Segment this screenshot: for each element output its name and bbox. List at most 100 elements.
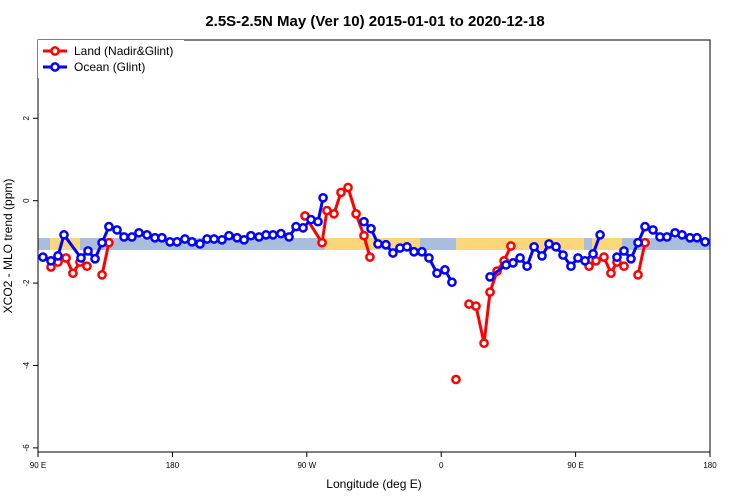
data-point — [284, 232, 294, 242]
data-point — [471, 301, 481, 312]
chart-title: 2.5S-2.5N May (Ver 10) 2015-01-01 to 202… — [205, 13, 544, 30]
data-point — [38, 252, 48, 262]
data-point — [224, 230, 234, 241]
data-point — [381, 239, 391, 250]
y-tick-label: -6 — [22, 444, 31, 452]
data-point — [104, 221, 114, 232]
x-tick-label: 180 — [166, 461, 180, 470]
band-land — [456, 238, 584, 250]
data-point — [633, 237, 643, 248]
data-point — [97, 269, 107, 280]
data-point — [195, 239, 205, 249]
x-tick-label: 0 — [439, 461, 444, 470]
x-tick-label: 90 E — [567, 461, 583, 470]
data-point — [83, 246, 93, 256]
data-point — [53, 251, 63, 261]
data-point — [366, 223, 376, 234]
data-point — [134, 227, 144, 238]
data-point — [633, 269, 643, 280]
data-point — [700, 237, 710, 247]
data-point — [217, 234, 227, 245]
data-point — [172, 237, 182, 247]
data-point — [68, 268, 78, 279]
data-point — [76, 253, 86, 263]
legend-label: Land (Nadir&Glint) — [74, 44, 173, 58]
data-point — [351, 209, 361, 219]
y-axis-label: XCO2 - MLO trend (ppm) — [1, 179, 15, 314]
y-tick-label: 0 — [22, 198, 31, 203]
data-point — [90, 253, 100, 264]
data-point — [209, 234, 219, 244]
data-point — [82, 261, 92, 272]
data-point — [588, 248, 598, 259]
data-point — [619, 246, 629, 256]
data-point — [580, 255, 590, 266]
data-point — [606, 268, 616, 279]
data-point — [440, 265, 450, 275]
data-point — [239, 234, 249, 245]
data-point — [662, 232, 672, 242]
data-point — [432, 268, 442, 279]
data-point — [612, 252, 622, 262]
data-point — [522, 261, 532, 272]
data-point — [640, 221, 650, 232]
legend-label: Ocean (Glint) — [74, 60, 145, 74]
data-point — [447, 277, 457, 288]
data-point — [317, 237, 327, 248]
data-point — [677, 230, 687, 240]
data-point — [537, 251, 547, 261]
data-point — [595, 230, 605, 240]
legend-marker — [50, 62, 60, 72]
x-tick-label: 90 E — [30, 461, 46, 470]
data-point — [506, 241, 516, 251]
legend — [38, 40, 184, 78]
x-tick-label: 180 — [703, 461, 717, 470]
band-land — [592, 238, 622, 250]
data-point — [343, 182, 353, 193]
data-point — [365, 252, 375, 262]
data-point — [692, 232, 702, 243]
data-point — [246, 230, 256, 241]
data-point — [336, 187, 346, 198]
data-point — [359, 216, 369, 227]
data-point — [529, 241, 539, 252]
data-point — [479, 338, 489, 349]
data-point — [112, 225, 122, 235]
plot-frame — [37, 39, 711, 453]
data-point — [508, 258, 518, 268]
data-point — [298, 223, 308, 233]
data-point — [417, 246, 427, 257]
data-point — [329, 209, 339, 219]
data-point — [515, 253, 525, 263]
data-point — [359, 230, 369, 241]
data-point — [46, 255, 56, 266]
data-point — [566, 261, 576, 272]
data-point — [127, 232, 137, 242]
data-point — [142, 230, 152, 240]
data-point — [119, 232, 129, 242]
data-point — [268, 230, 278, 240]
data-point — [485, 272, 495, 282]
data-point — [558, 250, 568, 260]
y-tick-label: -2 — [22, 279, 31, 287]
data-point — [451, 374, 461, 385]
y-tick-label: -4 — [22, 361, 31, 369]
data-point — [61, 253, 71, 263]
data-point — [409, 246, 419, 257]
data-point — [551, 241, 561, 252]
data-point — [485, 287, 495, 297]
data-point — [59, 230, 69, 240]
data-point — [187, 237, 197, 247]
data-point — [619, 261, 629, 272]
data-point — [318, 192, 328, 203]
y-tick-label: 2 — [22, 116, 31, 121]
data-point — [276, 228, 286, 239]
data-point — [157, 232, 167, 243]
data-point — [97, 237, 107, 248]
data-point — [373, 239, 383, 249]
data-point — [388, 248, 398, 258]
data-point — [313, 216, 323, 227]
legend-marker — [50, 46, 60, 56]
data-point — [599, 252, 609, 262]
